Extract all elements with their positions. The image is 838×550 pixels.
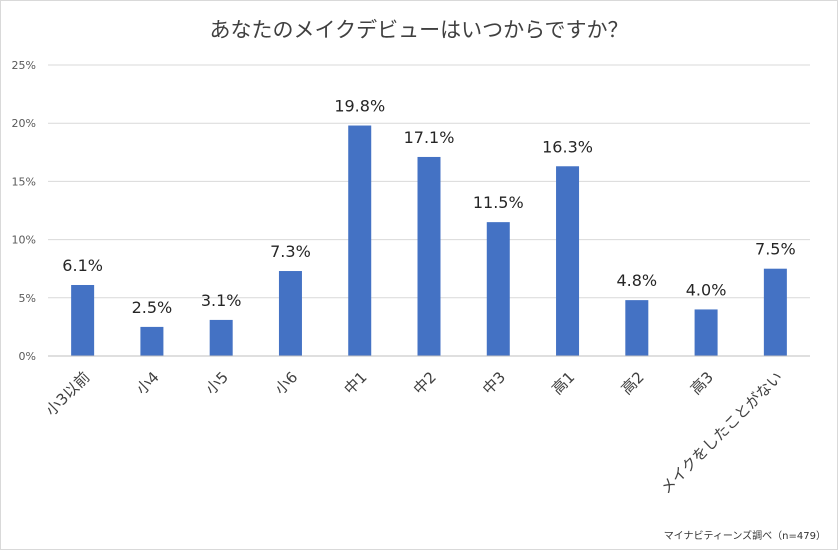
bar [209, 319, 233, 356]
y-axis: 0% 5% 10% 15% 20% 25% [12, 59, 36, 363]
y-tick-label: 25% [12, 59, 36, 72]
data-label: 4.8% [616, 271, 657, 290]
data-label: 7.5% [755, 240, 796, 259]
data-label: 2.5% [132, 298, 173, 317]
source-note: マイナビティーンズ調べ（n=479） [663, 531, 826, 542]
x-tick-label: 高2 [618, 368, 648, 398]
x-tick-label: 中2 [410, 368, 440, 398]
data-label: 4.0% [686, 280, 727, 299]
data-label: 3.1% [201, 291, 242, 310]
bar [417, 156, 441, 356]
data-label: 7.3% [270, 242, 311, 261]
bar [278, 271, 302, 356]
bar [556, 166, 580, 356]
y-tick-label: 10% [12, 234, 36, 247]
x-tick-label: 小3以前 [42, 368, 93, 419]
y-tick-label: 15% [12, 175, 36, 188]
data-labels: 6.1% 2.5% 3.1% 7.3% 19.8% 17.1% 11.5% 16.3% 4.8%… [62, 97, 795, 317]
y-tick-label: 5% [19, 292, 36, 305]
data-label: 6.1% [62, 256, 103, 275]
x-tick-label: 小6 [271, 368, 301, 398]
data-label: 17.1% [404, 128, 455, 147]
x-tick-label: 高1 [548, 368, 578, 398]
x-tick-label: 小5 [202, 368, 232, 398]
bar [694, 309, 718, 356]
x-tick-label: 中3 [479, 368, 509, 398]
x-tick-label: 小4 [133, 368, 163, 398]
bar [140, 326, 164, 356]
y-tick-label: 20% [12, 117, 36, 130]
bar [763, 268, 787, 356]
data-label: 19.8% [334, 97, 385, 116]
bar [625, 300, 649, 356]
bar [348, 125, 372, 356]
x-tick-label: 高3 [687, 368, 717, 398]
data-label: 11.5% [473, 193, 524, 212]
y-tick-label: 0% [19, 350, 36, 363]
bar [486, 222, 510, 356]
chart-title: あなたのメイクデビューはいつからですか？ [209, 18, 629, 42]
data-label: 16.3% [542, 137, 593, 156]
bars [71, 125, 787, 356]
x-tick-label: 中1 [340, 368, 370, 398]
bar [71, 284, 95, 356]
x-tick-label: メイクをしたことがない [657, 368, 786, 497]
